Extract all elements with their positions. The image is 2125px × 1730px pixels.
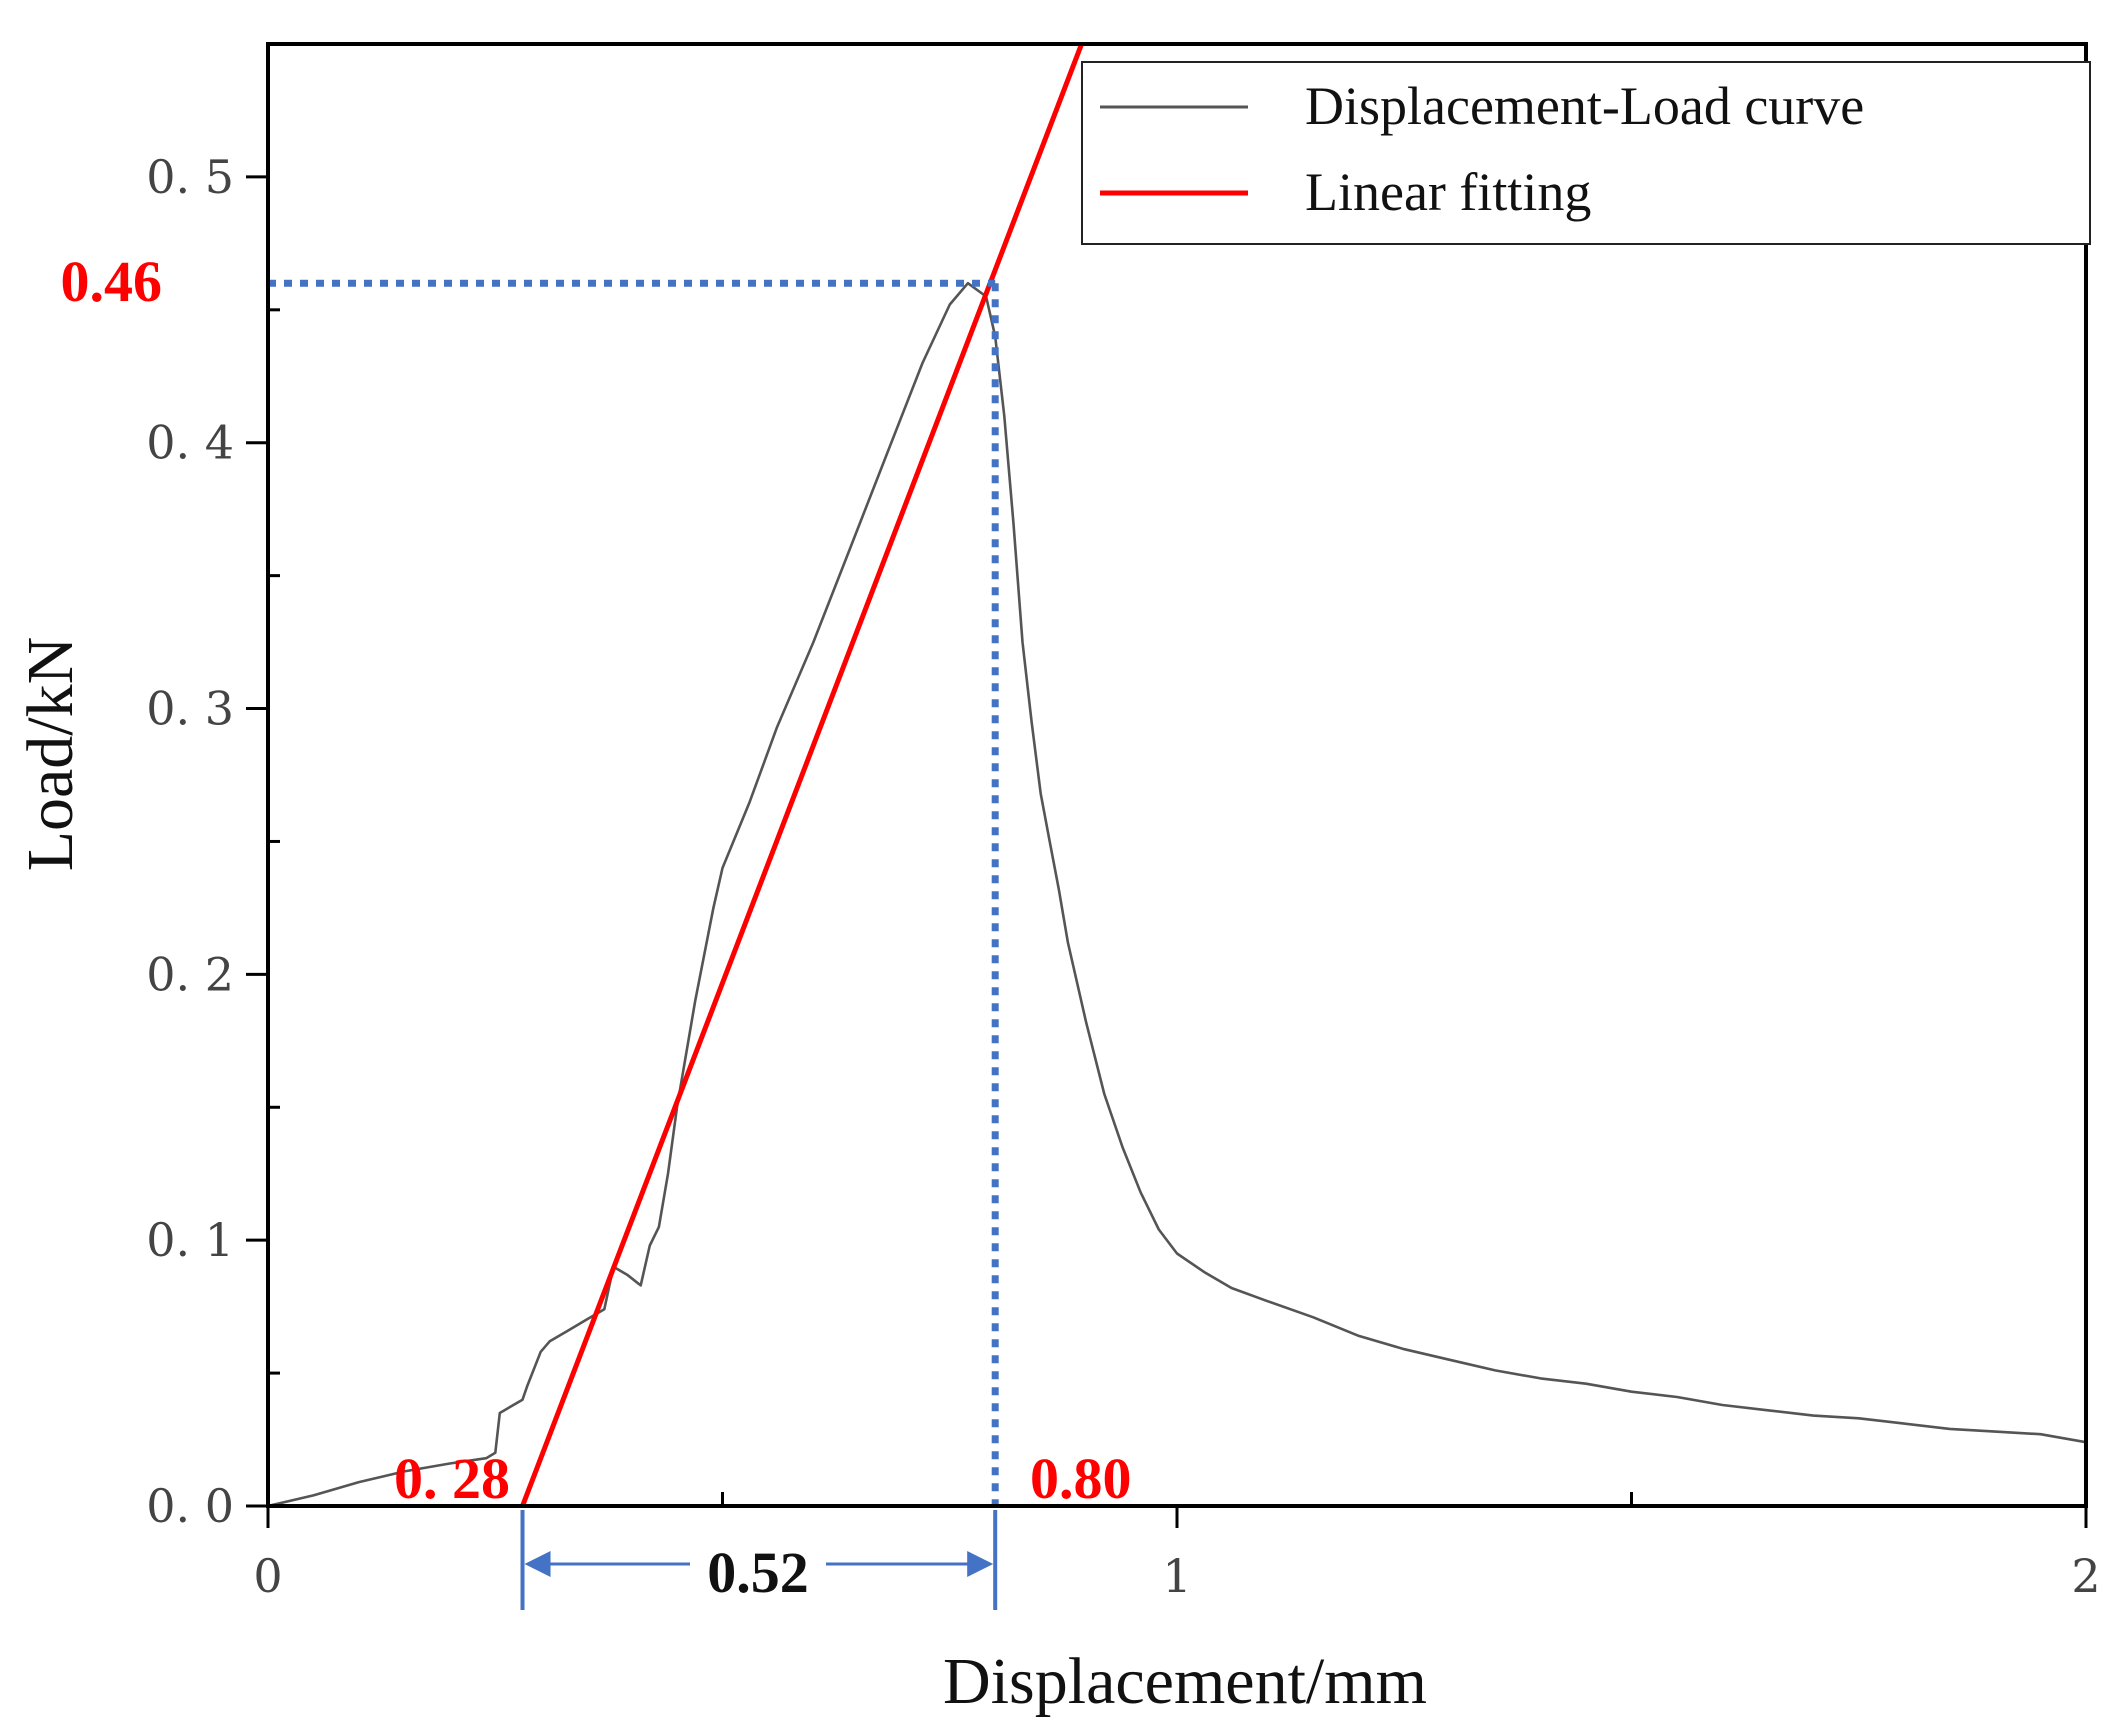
y-axis-title: Load/kN [14,637,87,872]
series-line-displacement-load-curve [268,281,2086,1506]
legend-label-displacement-load: Displacement-Load curve [1305,76,1864,136]
x-tick-label-0: 0 [253,1549,282,1603]
y-tick-label-0: 0. 0 [146,1479,234,1533]
span-arrowhead-left [524,1551,551,1577]
annotation-layer: 0.46 0. 28 0.80 0.52 [61,249,1132,1610]
span-length-label: 0.52 [707,1540,809,1605]
guide-layer [268,279,999,1506]
legend: Displacement-Load curve Linear fitting [1081,61,2091,245]
fit-intercept-label: 0. 28 [394,1446,510,1511]
peak-displacement-label: 0.80 [1030,1446,1132,1511]
y-tick-label-5: 0. 5 [146,150,234,204]
y-tick-label-4: 0. 4 [146,416,234,470]
curve-layer [268,44,2086,1506]
plot-frame [266,42,2088,1508]
axis-layer: 0 1 2 0. 0 0. 1 0. 2 0. 3 0. 4 0. 5 [146,42,2101,1603]
x-axis-title: Displacement/mm [943,1645,1427,1718]
legend-box [1081,61,2091,245]
y-tick-label-1: 0. 1 [146,1213,234,1267]
x-tick-label-1: 1 [1162,1549,1191,1603]
x-tick-label-2: 2 [2071,1549,2100,1603]
span-arrowhead-right [967,1551,994,1577]
y-tick-label-2: 0. 2 [146,947,234,1001]
y-tick-label-3: 0. 3 [146,682,234,736]
legend-label-linear-fitting: Linear fitting [1305,162,1591,222]
peak-load-label: 0.46 [61,249,163,314]
series-line-linear-fitting [520,44,1084,1506]
